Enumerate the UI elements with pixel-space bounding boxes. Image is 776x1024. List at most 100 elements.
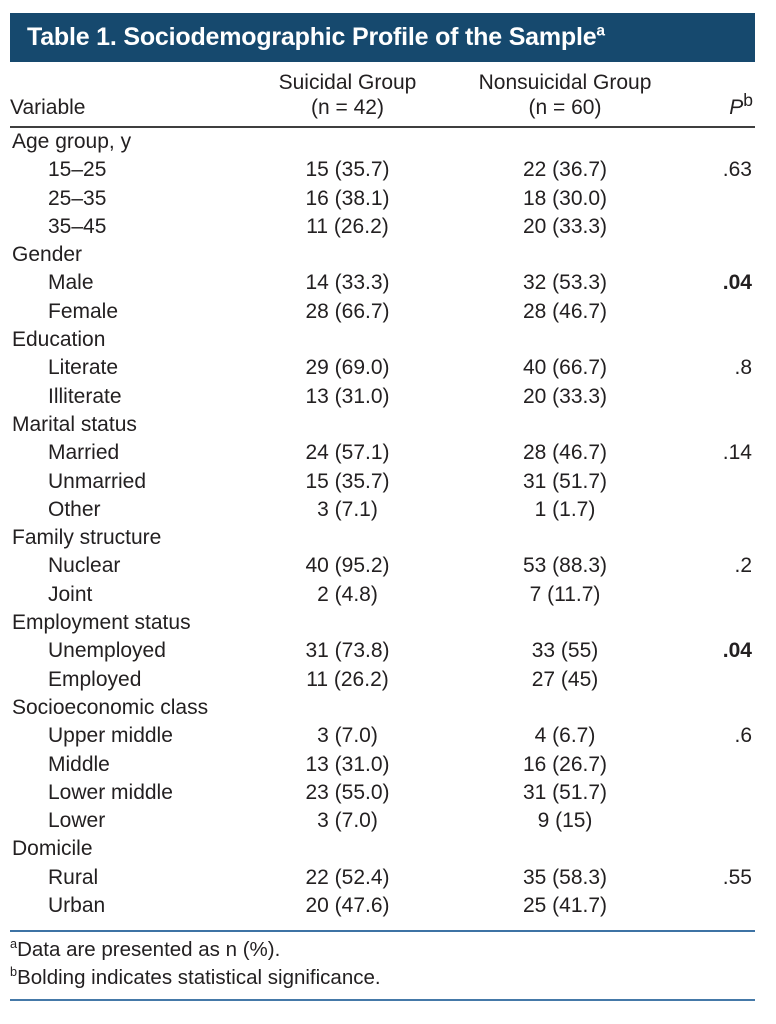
col-header-nonsuicidal-group: Nonsuicidal Group (n = 60): [440, 70, 690, 120]
cell-variable: 35–45: [48, 214, 107, 238]
cell-variable: Male: [48, 271, 94, 295]
section-header-row: Age group, y: [10, 128, 755, 156]
section-label: Socioeconomic class: [12, 695, 209, 719]
table-body: Age group, y 15–25 15 (35.7) 22 (36.7) .63 25…: [10, 128, 755, 920]
cell-p-value: .14: [722, 441, 752, 465]
cell-variable: Literate: [48, 356, 119, 380]
cell-variable: Lower: [48, 809, 106, 833]
cell-p-value: .2: [734, 554, 752, 578]
cell-suicidal: 20 (47.6): [305, 894, 390, 918]
cell-variable: Joint: [48, 582, 93, 606]
cell-variable: 25–35: [48, 186, 107, 210]
section-label: Employment status: [12, 611, 191, 635]
section-header-row: Education: [10, 326, 755, 354]
section-header-row: Socioeconomic class: [10, 694, 755, 722]
cell-nonsuicidal: 25 (41.7): [522, 894, 608, 918]
section-label: Marital status: [12, 412, 137, 436]
cell-nonsuicidal: 40 (66.7): [522, 356, 608, 380]
cell-suicidal: 15 (35.7): [305, 158, 390, 182]
section-header-row: Domicile: [10, 835, 755, 863]
cell-nonsuicidal: 20 (33.3): [522, 214, 608, 238]
cell-suicidal: 28 (66.7): [305, 299, 390, 323]
cell-variable: Illiterate: [48, 384, 122, 408]
cell-nonsuicidal: 35 (58.3): [522, 865, 608, 889]
cell-variable: Other: [48, 497, 101, 521]
cell-variable: Married: [48, 441, 120, 465]
footnote-a: aData are presented as n (%).: [10, 936, 755, 964]
cell-variable: Nuclear: [48, 554, 121, 578]
cell-variable: Unemployed: [48, 639, 166, 663]
cell-variable: Upper middle: [48, 724, 173, 748]
table-title-bar: Table 1. Sociodemographic Profile of the…: [10, 13, 755, 62]
cell-nonsuicidal: 9 (15): [537, 809, 593, 833]
section-label: Education: [12, 328, 106, 352]
cell-p-value: .04: [722, 639, 752, 663]
cell-p-value: .55: [722, 865, 752, 889]
cell-nonsuicidal: 27 (45): [531, 667, 599, 691]
cell-nonsuicidal: 1 (1.7): [534, 497, 596, 521]
p-label: P: [729, 96, 744, 119]
table-row: Lower 3 (7.0) 9 (15): [10, 807, 755, 835]
cell-suicidal: 40 (95.2): [305, 554, 390, 578]
table-title: Table 1. Sociodemographic Profile of the…: [27, 23, 597, 51]
table-row: Illiterate 13 (31.0) 20 (33.3): [10, 383, 755, 411]
section-label: Family structure: [12, 526, 162, 550]
cell-variable: Urban: [48, 894, 106, 918]
section-label: Domicile: [12, 837, 93, 861]
cell-p-value: .04: [722, 271, 752, 295]
cell-nonsuicidal: 28 (46.7): [522, 441, 608, 465]
cell-variable: 15–25: [48, 158, 107, 182]
cell-suicidal: 13 (31.0): [305, 384, 390, 408]
footnote-b: bBolding indicates statistical significa…: [10, 964, 755, 992]
col-header-p-value: Pb: [690, 88, 755, 120]
cell-variable: Middle: [48, 752, 110, 776]
cell-p-value: .8: [734, 356, 752, 380]
table-row: Lower middle 23 (55.0) 31 (51.7): [10, 779, 755, 807]
cell-variable: Unmarried: [48, 469, 147, 493]
cell-nonsuicidal: 20 (33.3): [522, 384, 608, 408]
cell-suicidal: 29 (69.0): [305, 356, 390, 380]
section-header-row: Marital status: [10, 411, 755, 439]
footnote-b-text: Bolding indicates statistical significan…: [17, 966, 381, 990]
section-header-row: Gender: [10, 241, 755, 269]
table-row: 25–35 16 (38.1) 18 (30.0): [10, 185, 755, 213]
table-row: Unemployed 31 (73.8) 33 (55) .04: [10, 637, 755, 665]
section-header-row: Family structure: [10, 524, 755, 552]
cell-suicidal: 13 (31.0): [305, 752, 390, 776]
table-row: Urban 20 (47.6) 25 (41.7): [10, 892, 755, 920]
table-row: Female 28 (66.7) 28 (46.7): [10, 298, 755, 326]
cell-p-value: .6: [734, 724, 752, 748]
table-row: Nuclear 40 (95.2) 53 (88.3) .2: [10, 552, 755, 580]
cell-suicidal: 31 (73.8): [305, 639, 390, 663]
cell-variable: Lower middle: [48, 780, 173, 804]
table-row: Other 3 (7.1) 1 (1.7): [10, 496, 755, 524]
cell-suicidal: 3 (7.1): [317, 497, 378, 521]
col-header-suicidal-group-name: Suicidal Group: [278, 71, 417, 94]
cell-variable: Female: [48, 299, 119, 323]
cell-nonsuicidal: 22 (36.7): [522, 158, 608, 182]
col-header-variable: Variable: [10, 96, 86, 119]
table-title-superscript: a: [596, 22, 605, 40]
section-header-row: Employment status: [10, 609, 755, 637]
table-row: Middle 13 (31.0) 16 (26.7): [10, 751, 755, 779]
cell-nonsuicidal: 18 (30.0): [522, 186, 608, 210]
bottom-rule: [10, 999, 755, 1002]
cell-suicidal: 3 (7.0): [317, 809, 378, 833]
footnote-a-marker: a: [10, 936, 18, 952]
table-row: Employed 11 (26.2) 27 (45): [10, 666, 755, 694]
table-row: 35–45 11 (26.2) 20 (33.3): [10, 213, 755, 241]
cell-nonsuicidal: 31 (51.7): [522, 469, 608, 493]
section-label: Age group, y: [12, 130, 132, 153]
table-row: Joint 2 (4.8) 7 (11.7): [10, 581, 755, 609]
cell-suicidal: 22 (52.4): [305, 865, 390, 889]
cell-suicidal: 3 (7.0): [317, 724, 378, 748]
table-row: Rural 22 (52.4) 35 (58.3) .55: [10, 864, 755, 892]
cell-nonsuicidal: 32 (53.3): [522, 271, 608, 295]
cell-nonsuicidal: 7 (11.7): [529, 582, 601, 606]
cell-suicidal: 24 (57.1): [305, 441, 390, 465]
cell-nonsuicidal: 16 (26.7): [522, 752, 608, 776]
cell-p-value: .63: [722, 158, 752, 182]
footnote-a-text: Data are presented as n (%).: [17, 938, 281, 962]
col-header-nonsuicidal-group-name: Nonsuicidal Group: [478, 71, 652, 94]
cell-nonsuicidal: 31 (51.7): [522, 780, 608, 804]
